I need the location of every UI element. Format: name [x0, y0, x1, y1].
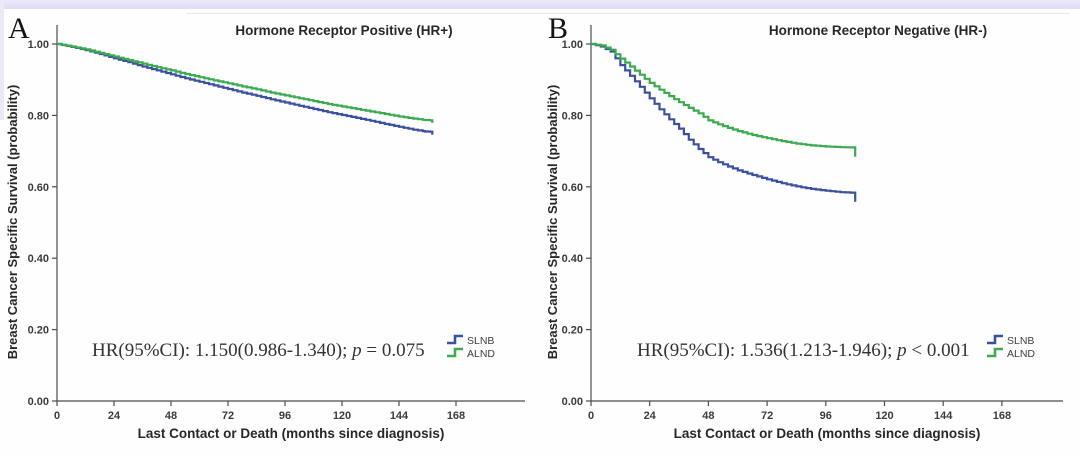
y-tick-label: 0.80 — [28, 110, 49, 122]
x-tick-label: 168 — [447, 410, 465, 422]
legend-step-icon-alnd — [447, 347, 463, 358]
x-tick-label: 168 — [993, 410, 1011, 422]
panel-a-hr-positive: 0.00 0.20 0.40 0.60 0.80 1.00 0 24 48 72 96 120 144 1… — [5, 12, 525, 441]
figure-top-border — [186, 13, 1070, 14]
x-tick-label: 72 — [761, 410, 773, 422]
x-axis-label: Last Contact or Death (months since diag… — [138, 426, 445, 441]
panel-letter: B — [548, 12, 568, 45]
panel-title: Hormone Receptor Negative (HR-) — [769, 23, 987, 38]
x-tick-label: 144 — [934, 410, 953, 422]
y-tick-label: 1.00 — [28, 39, 49, 51]
hr-annotation: HR(95%CI): 1.536(1.213-1.946); p < 0.001 — [637, 340, 970, 361]
x-tick-label: 24 — [108, 410, 121, 422]
legend-label: ALND — [467, 348, 495, 360]
survival-curve-slnb — [591, 42, 857, 202]
survival-curve-slnb — [57, 42, 434, 135]
x-tick-label: 96 — [279, 410, 291, 422]
km-plot-a: 0.00 0.20 0.40 0.60 0.80 1.00 0 24 48 72 96 120 144 1… — [5, 12, 525, 441]
y-axis-label: Breast Cancer Specific Survival (probabi… — [5, 85, 20, 360]
y-tick-label: 0.20 — [562, 325, 583, 337]
x-tick-label: 0 — [588, 410, 594, 422]
panel-letter: A — [8, 12, 30, 45]
y-tick-label: 0.00 — [562, 396, 583, 408]
page-left-strip — [0, 0, 4, 120]
x-tick-label: 72 — [222, 410, 234, 422]
km-plot-b: 0.00 0.20 0.40 0.60 0.80 1.00 0 24 48 72 96 120 144 1… — [545, 12, 1063, 441]
legend-step-icon-slnb — [987, 334, 1003, 345]
legend-label: SLNB — [1007, 335, 1034, 347]
hr-annotation: HR(95%CI): 1.150(0.986-1.340); p = 0.075 — [92, 340, 425, 361]
hr-annotation-main: HR(95%CI): 1.150(0.986-1.340); — [92, 340, 352, 361]
y-tick-label: 0.80 — [562, 110, 583, 122]
hr-annotation-rest: = 0.075 — [362, 340, 425, 361]
hr-annotation-p: p — [350, 340, 362, 361]
hr-annotation-rest: < 0.001 — [907, 340, 970, 361]
y-tick-label: 0.60 — [28, 182, 49, 194]
hr-annotation-p: p — [895, 340, 907, 361]
x-tick-label: 96 — [820, 410, 832, 422]
x-tick-label: 48 — [702, 410, 714, 422]
page-top-strip — [0, 0, 1080, 9]
hr-annotation-main: HR(95%CI): 1.536(1.213-1.946); — [637, 340, 897, 361]
survival-curve-alnd — [591, 42, 857, 157]
x-tick-label: 120 — [333, 410, 351, 422]
y-tick-label: 0.40 — [562, 253, 583, 265]
x-tick-label: 144 — [390, 410, 409, 422]
survival-curve-alnd — [57, 42, 434, 123]
y-tick-label: 0.20 — [28, 325, 49, 337]
y-tick-label: 1.00 — [562, 39, 583, 51]
x-tick-label: 48 — [165, 410, 177, 422]
panel-b-hr-negative: 0.00 0.20 0.40 0.60 0.80 1.00 0 24 48 72 96 120 144 1… — [540, 0, 1080, 456]
y-tick-label: 0.00 — [28, 396, 49, 408]
legend-label: ALND — [1007, 348, 1035, 360]
x-tick-label: 24 — [644, 410, 657, 422]
legend-step-icon-slnb — [447, 334, 463, 345]
y-tick-label: 0.40 — [28, 253, 49, 265]
x-tick-label: 120 — [875, 410, 893, 422]
panel-title: Hormone Receptor Positive (HR+) — [235, 23, 452, 38]
x-axis-label: Last Contact or Death (months since diag… — [674, 426, 981, 441]
x-tick-label: 0 — [54, 410, 60, 422]
legend-label: SLNB — [467, 335, 494, 347]
y-axis-label: Breast Cancer Specific Survival (probabi… — [545, 85, 560, 360]
legend-step-icon-alnd — [987, 347, 1003, 358]
y-tick-label: 0.60 — [562, 182, 583, 194]
